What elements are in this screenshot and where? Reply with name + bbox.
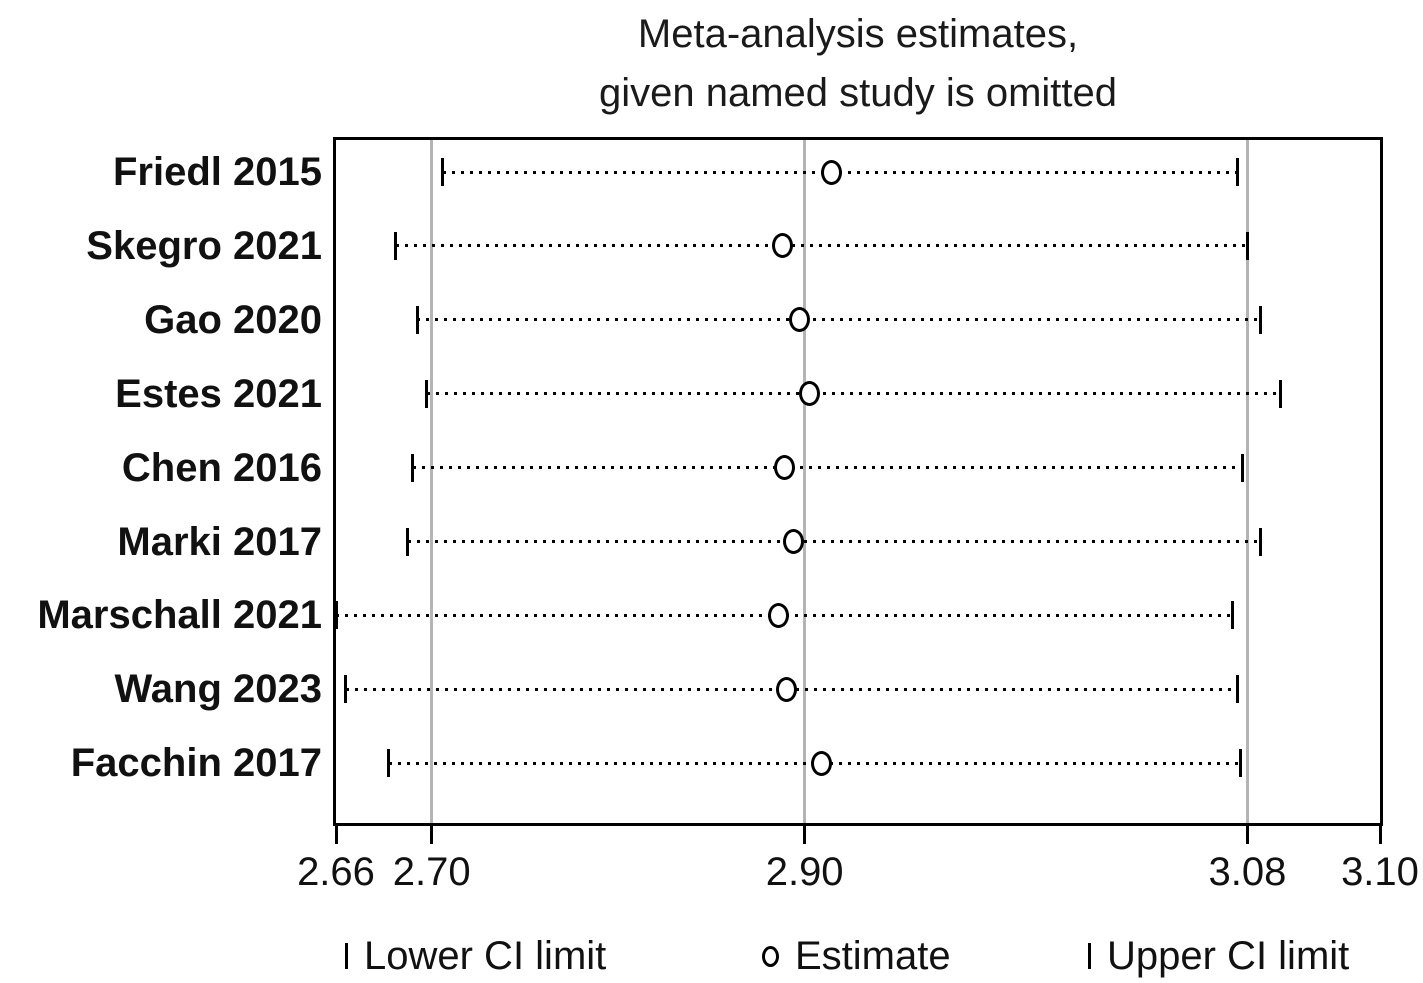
legend-label: Estimate xyxy=(795,934,951,978)
legend-item: Estimate xyxy=(762,930,951,982)
gridline xyxy=(803,140,807,823)
upper-ci-tick xyxy=(1259,527,1263,556)
chart-title: Meta-analysis estimates, given named stu… xyxy=(333,5,1383,123)
estimate-marker xyxy=(773,455,795,481)
estimate-marker xyxy=(799,381,821,407)
ci-dotted-line xyxy=(407,540,1261,543)
study-label: Wang 2023 xyxy=(114,667,322,712)
estimate-marker xyxy=(771,233,793,259)
x-axis-tick-label: 3.08 xyxy=(1208,850,1287,894)
estimate-marker xyxy=(782,529,804,554)
study-label: Chen 2016 xyxy=(121,445,322,490)
study-label: Skegro 2021 xyxy=(86,223,322,268)
study-label: Marki 2017 xyxy=(117,519,322,564)
study-label: Friedl 2015 xyxy=(112,150,322,194)
x-axis-tick xyxy=(430,824,434,844)
ci-dotted-line xyxy=(417,318,1261,322)
upper-ci-tick xyxy=(1236,158,1240,186)
estimate-marker xyxy=(821,159,843,185)
upper-ci-tick xyxy=(1238,749,1242,778)
x-axis-tick-label: 2.70 xyxy=(392,850,471,894)
study-label: Marschall 2021 xyxy=(37,593,322,638)
x-axis-tick xyxy=(1378,824,1382,844)
estimate-marker xyxy=(788,307,810,333)
upper-ci-tick xyxy=(1245,231,1249,260)
estimate-marker xyxy=(811,750,833,776)
estimate-marker xyxy=(768,602,790,628)
legend-item: Lower CI limit xyxy=(345,930,606,982)
lower-ci-tick xyxy=(406,527,410,556)
lower-ci-tick xyxy=(387,749,391,778)
gridline xyxy=(1245,140,1249,823)
legend-label: Lower CI limit xyxy=(364,934,607,978)
plot-area xyxy=(333,137,1383,826)
x-axis-tick-label: 2.90 xyxy=(765,850,844,894)
legend-estimate-circle-icon xyxy=(762,945,779,967)
upper-ci-tick xyxy=(1236,675,1240,704)
gridline xyxy=(430,140,434,823)
lower-ci-tick xyxy=(415,305,419,334)
ci-dotted-line xyxy=(395,244,1248,248)
legend-lower-ci-tick-icon xyxy=(345,943,348,969)
lower-ci-tick xyxy=(334,601,338,630)
upper-ci-tick xyxy=(1240,453,1244,482)
upper-ci-tick xyxy=(1259,305,1263,334)
x-axis-tick xyxy=(1245,824,1249,844)
study-label: Gao 2020 xyxy=(144,297,322,342)
x-axis-tick-label: 2.66 xyxy=(297,850,375,894)
study-label: Estes 2021 xyxy=(115,371,322,416)
estimate-marker xyxy=(775,676,797,702)
x-axis-tick-label: 3.10 xyxy=(1341,850,1419,894)
upper-ci-tick xyxy=(1231,601,1235,630)
x-axis-tick xyxy=(803,824,807,844)
study-label: Facchin 2017 xyxy=(70,741,322,786)
lower-ci-tick xyxy=(441,158,445,186)
ci-dotted-line xyxy=(412,466,1243,470)
upper-ci-tick xyxy=(1279,379,1283,408)
legend-item: Upper CI limit xyxy=(1088,930,1349,982)
lower-ci-tick xyxy=(425,379,429,408)
lower-ci-tick xyxy=(394,231,398,260)
legend-upper-ci-tick-icon xyxy=(1088,943,1091,969)
x-axis-tick xyxy=(334,824,338,844)
ci-dotted-line xyxy=(426,392,1281,396)
lower-ci-tick xyxy=(344,675,348,704)
lower-ci-tick xyxy=(411,453,415,482)
chart-title-line2: given named study is omitted xyxy=(598,71,1118,115)
chart-title-line1: Meta-analysis estimates, xyxy=(637,12,1079,56)
legend-label: Upper CI limit xyxy=(1107,934,1350,978)
